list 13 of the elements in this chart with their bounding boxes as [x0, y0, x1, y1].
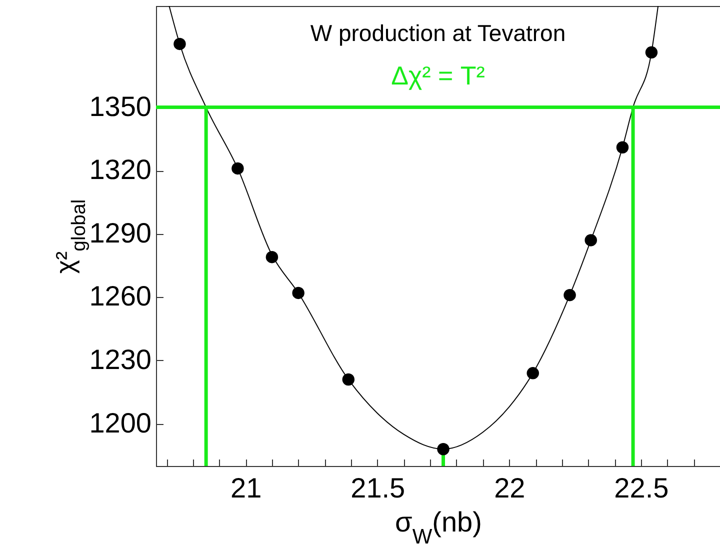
x-axis-title: σ$_{W}$(nb) — [395, 506, 482, 548]
y-tick-label: 1290 — [89, 217, 152, 248]
x-tick-label: 21 — [230, 472, 262, 504]
y-tick-label: 1230 — [89, 344, 152, 375]
y-tick-label: 1200 — [89, 407, 152, 438]
y-tick-label: 1350 — [89, 90, 152, 122]
x-tick-label: 22 — [494, 472, 526, 504]
ref-line-label: Δχ² = T² — [391, 60, 486, 90]
y-tick-label: 1260 — [89, 280, 152, 312]
text: W production at Tevatron — [310, 20, 566, 46]
y-tick-label: 1320 — [89, 154, 152, 186]
x-tick-label: 21.5 — [350, 472, 406, 504]
x-tick-label: 22.5 — [614, 472, 669, 504]
